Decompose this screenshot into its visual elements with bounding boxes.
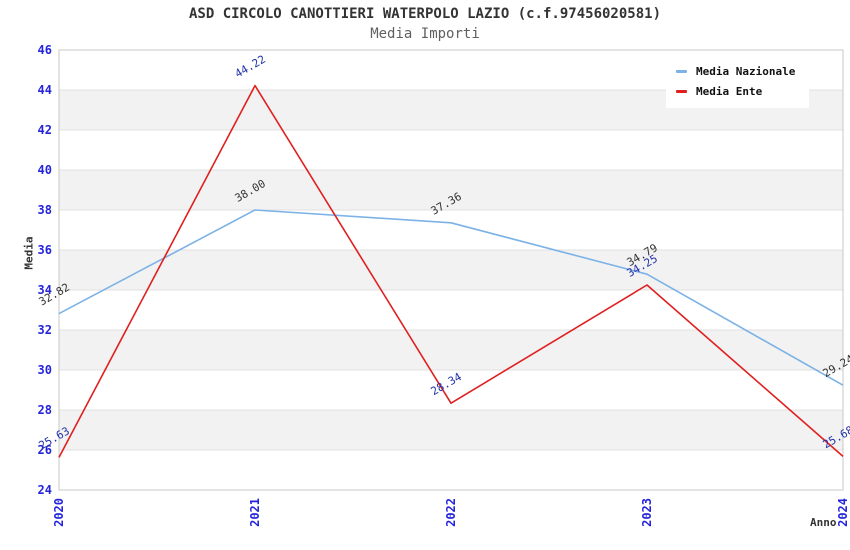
plot-band	[59, 330, 843, 370]
y-tick-label: 30	[38, 363, 52, 377]
x-tick-label: 2020	[52, 498, 66, 527]
series-line	[58, 84, 844, 458]
chart-subtitle: Media Importi	[370, 26, 480, 42]
x-axis-title: Anno	[810, 516, 837, 529]
y-tick-label: 38	[38, 203, 52, 217]
legend-item-media-ente: Media Ente	[676, 85, 795, 98]
chart-title: ASD CIRCOLO CANOTTIERI WATERPOLO LAZIO (…	[188, 6, 661, 22]
y-tick-label: 36	[38, 243, 52, 257]
plot-band	[59, 410, 843, 450]
x-tick-label: 2024	[836, 498, 850, 527]
y-tick-label: 34	[38, 283, 52, 297]
legend-label: Media Nazionale	[696, 65, 796, 78]
plot-band	[59, 170, 843, 210]
y-tick-label: 32	[38, 323, 52, 337]
legend-label: Media Ente	[696, 85, 763, 98]
y-tick-label: 28	[38, 403, 52, 417]
y-tick-label: 40	[38, 163, 52, 177]
x-tick-label: 2022	[444, 498, 458, 527]
legend-line-swatch	[676, 70, 687, 73]
y-tick-label: 42	[38, 123, 52, 137]
y-tick-label: 26	[38, 443, 52, 457]
y-axis-title: Media	[22, 236, 36, 270]
data-label: 44.22	[233, 53, 268, 81]
x-tick-label: 2021	[248, 498, 262, 527]
y-tick-label: 46	[38, 43, 52, 57]
x-tick-label: 2023	[640, 498, 654, 527]
legend: Media Nazionale Media Ente	[666, 57, 810, 108]
y-tick-label: 24	[38, 483, 52, 497]
plot-border	[58, 49, 844, 491]
plot-band	[59, 250, 843, 290]
series-line	[58, 209, 844, 386]
legend-line-swatch	[676, 90, 687, 93]
y-tick-label: 44	[38, 83, 52, 97]
legend-item-media-nazionale: Media Nazionale	[676, 65, 795, 78]
